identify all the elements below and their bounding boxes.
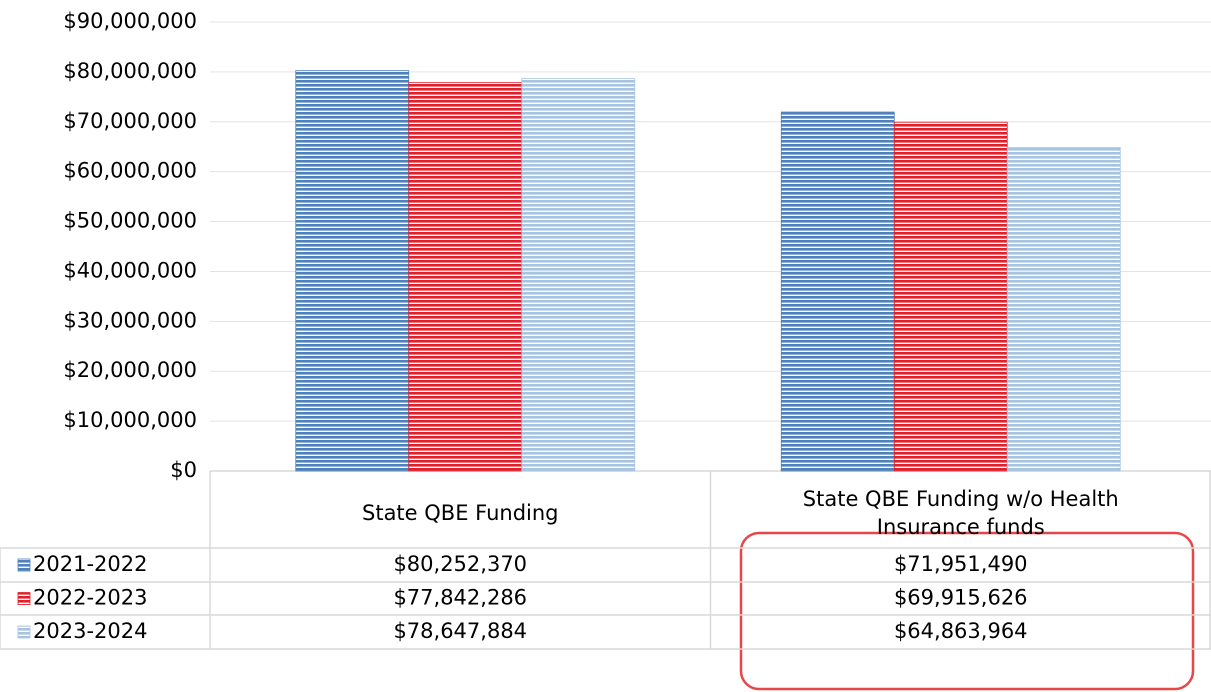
y-tick-label: $90,000,000 — [63, 9, 197, 33]
y-tick-label: $80,000,000 — [63, 59, 197, 83]
bar — [521, 78, 636, 472]
y-tick-label: $70,000,000 — [63, 109, 197, 133]
y-tick-label: $0 — [170, 458, 197, 482]
table-value: $71,951,490 — [894, 552, 1028, 576]
x-category-label: State QBE Funding w/o Health Insurance fu… — [803, 487, 1119, 539]
bar — [295, 70, 410, 472]
legend-swatch — [17, 625, 31, 639]
bar — [893, 121, 1008, 472]
bar — [1006, 147, 1121, 472]
y-tick-label: $40,000,000 — [63, 258, 197, 282]
table-value: $78,647,884 — [393, 619, 527, 643]
legend-swatch — [17, 592, 31, 605]
legend-label: 2023-2024 — [33, 619, 147, 643]
legend-swatch — [17, 558, 31, 572]
legend-label: 2022-2023 — [33, 586, 147, 610]
table-value: $77,842,286 — [393, 586, 527, 610]
y-tick-label: $20,000,000 — [63, 358, 197, 382]
table-value: $64,863,964 — [894, 619, 1028, 643]
table-value: $80,252,370 — [393, 552, 527, 576]
table-value: $69,915,626 — [894, 586, 1028, 610]
bar — [780, 111, 895, 472]
y-tick-label: $50,000,000 — [63, 209, 197, 233]
legend-label: 2021-2022 — [33, 552, 147, 576]
y-tick-label: $30,000,000 — [63, 308, 197, 332]
y-tick-label: $60,000,000 — [63, 159, 197, 183]
x-category-label: State QBE Funding — [362, 501, 559, 525]
bar — [408, 82, 523, 472]
highlight-box — [739, 531, 1195, 691]
y-tick-label: $10,000,000 — [63, 408, 197, 432]
